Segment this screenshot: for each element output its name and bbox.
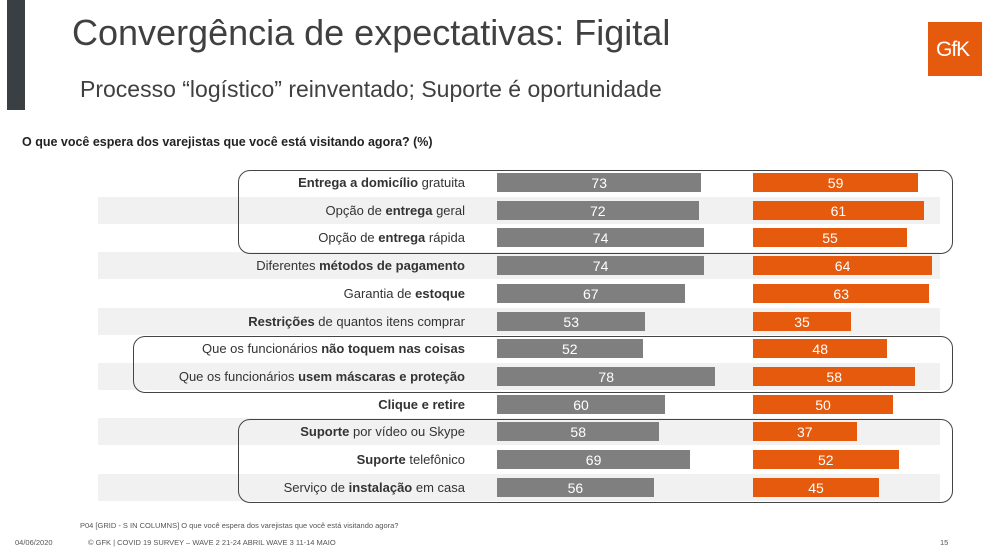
bar-wave2: 67 [497,283,685,303]
footer-date: 04/06/2020 [15,538,53,547]
label-segment: de quantos itens comprar [314,313,465,329]
gfk-logo: GfK [928,22,982,76]
chart-row: Restrições de quantos itens comprar 53 35 [98,307,940,335]
category-label: Suporte por vídeo ou Skype [300,424,465,439]
label-segment: gratuita [418,175,465,190]
bar-wave3: 48 [753,339,888,359]
bar-wave2: 60 [497,394,665,414]
label-segment: por vídeo ou Skype [349,424,465,440]
bar-wave2: 78 [497,366,716,386]
chart-row: Opção de entrega rápida 74 55 [98,224,940,251]
page-number: 15 [940,538,949,547]
bar-wave2: 56 [497,477,654,497]
accent-sidebar [7,0,25,110]
bar-wave2: 52 [497,339,643,359]
bar-wave3: 64 [753,256,933,276]
bar-wave2: 74 [497,256,705,276]
label-segment: métodos de pagamento [319,258,465,274]
label-segment: não toquem nas coisas [321,341,465,357]
bar-wave3: 61 [753,200,924,220]
chart-title: O que você espera dos varejistas que voc… [22,135,433,149]
bar-wave2: 73 [497,173,702,192]
category-label: Opção de entrega rápida [318,230,465,245]
category-label: Opção de entrega geral [326,203,466,218]
label-segment: instalação [348,479,413,495]
label-segment: Que os funcionários [202,341,322,357]
label-segment: geral [432,202,465,218]
footer-source: © GFK | COVID 19 SURVEY – WAVE 2 21-24 A… [88,538,336,547]
chart-row: Entrega a domicílio gratuita 73 59 [98,169,940,196]
chart-row: Garantia de estoque 67 63 [98,280,940,307]
category-label: Que os funcionários não toquem nas coisa… [202,341,465,356]
label-segment: Clique e retire [378,396,465,412]
highlight-box [238,170,953,255]
bar-wave3: 52 [753,450,899,469]
label-segment: Suporte [300,424,350,440]
bar-wave3: 37 [753,422,857,442]
highlight-box [238,419,953,504]
bar-wave2: 72 [497,200,699,220]
label-segment: Que os funcionários [178,368,299,384]
chart-row: Que os funcionários não toquem nas coisa… [98,335,940,362]
chart-row: Clique e retire 60 50 [98,391,940,418]
label-segment: Entrega a domicílio [298,175,419,190]
label-segment: telefônico [405,452,465,467]
page-subtitle: Processo “logístico” reinventado; Suport… [80,76,662,102]
category-label: Serviço de instalação em casa [284,480,465,495]
label-segment: Restrições [248,313,315,329]
category-label: Entrega a domicílio gratuita [298,175,465,190]
label-segment: em casa [412,479,465,495]
label-segment: Suporte [356,452,406,467]
bar-wave3: 35 [753,311,851,331]
label-segment: Opção de [325,202,386,218]
label-segment: entrega [385,202,433,218]
label-segment: rápida [425,230,465,246]
bar-wave2: 74 [497,228,705,248]
bar-wave3: 55 [753,228,907,248]
label-segment: Serviço de [283,479,349,495]
bar-wave2: 58 [497,422,660,442]
bar-wave3: 45 [753,477,879,497]
chart-row: Suporte telefônico 69 52 [98,446,940,473]
bar-wave3: 58 [753,366,916,386]
label-segment: estoque [415,285,465,301]
category-label: Suporte telefônico [357,452,465,467]
label-segment: usem máscaras e proteção [298,368,465,384]
bar-wave2: 53 [497,311,646,331]
category-label: Restrições de quantos itens comprar [248,314,465,329]
label-segment: Diferentes [256,258,320,274]
label-segment: Garantia de [343,285,416,301]
footnote: P04 [GRID - S IN COLUMNS] O que você esp… [80,521,399,530]
label-segment: entrega [378,230,426,246]
chart-row: Que os funcionários usem máscaras e prot… [98,362,940,390]
bar-wave3: 50 [753,394,893,414]
category-label: Diferentes métodos de pagamento [256,258,465,273]
highlight-box [133,336,953,393]
bar-wave3: 59 [753,173,919,192]
chart-row: Diferentes métodos de pagamento 74 64 [98,252,940,280]
category-label: Garantia de estoque [344,286,465,301]
label-segment: Opção de [318,230,379,246]
bar-wave3: 63 [753,283,930,303]
page-title: Convergência de expectativas: Figital [72,12,671,53]
category-label: Clique e retire [378,397,465,412]
bar-wave2: 69 [497,450,691,469]
category-label: Que os funcionários usem máscaras e prot… [179,369,465,384]
